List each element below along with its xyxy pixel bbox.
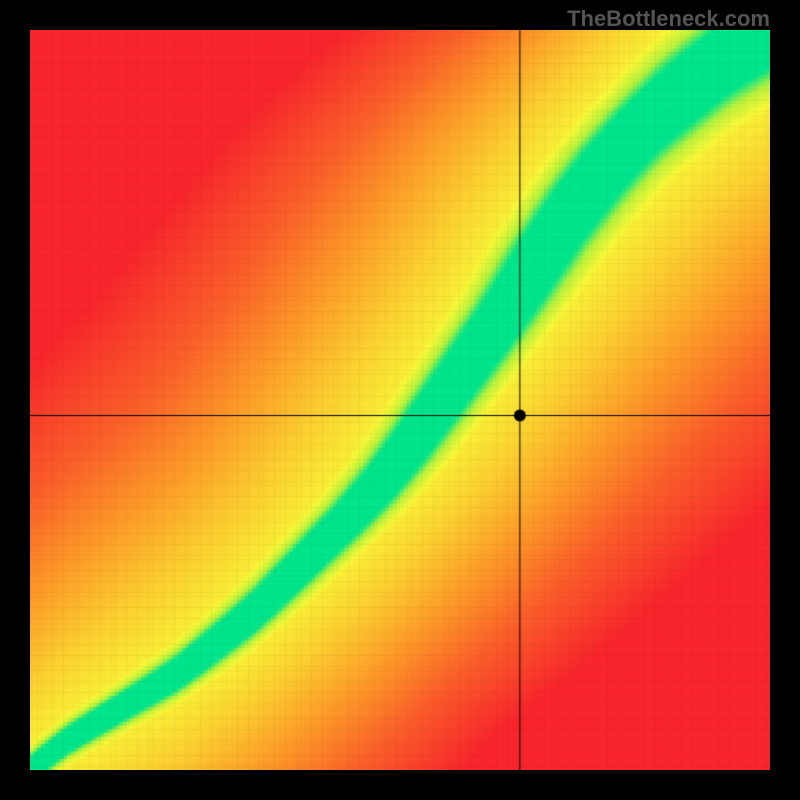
bottleneck-heatmap	[30, 30, 770, 770]
heatmap-canvas	[30, 30, 770, 770]
watermark: TheBottleneck.com	[567, 6, 770, 32]
